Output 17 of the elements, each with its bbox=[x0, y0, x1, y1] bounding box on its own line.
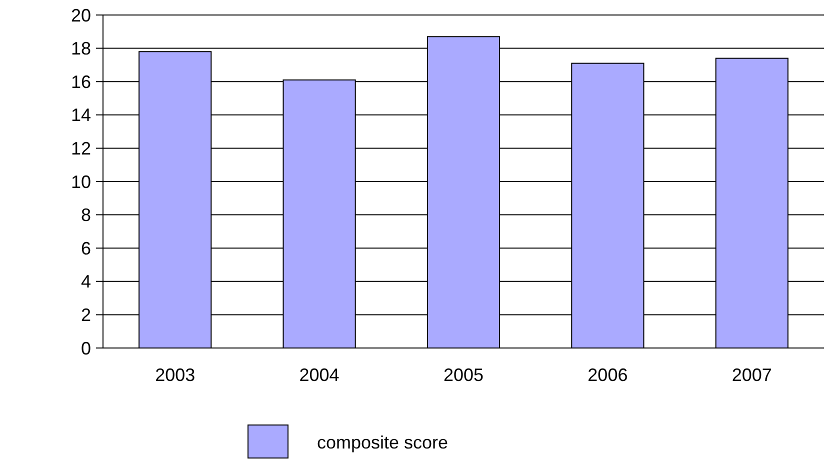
x-tick-label: 2004 bbox=[299, 365, 340, 385]
x-tick-label: 2003 bbox=[155, 365, 196, 385]
y-tick-label: 4 bbox=[80, 272, 91, 292]
x-tick-label: 2006 bbox=[588, 365, 628, 385]
y-tick-label: 12 bbox=[70, 138, 91, 158]
y-tick-label: 6 bbox=[80, 238, 91, 258]
y-tick-label: 10 bbox=[70, 172, 91, 192]
x-tick-label: 2005 bbox=[443, 365, 484, 385]
y-tick-label: 18 bbox=[70, 38, 91, 59]
y-tick-label: 8 bbox=[80, 205, 91, 226]
y-tick-label: 2 bbox=[80, 305, 91, 325]
legend-label: composite score bbox=[317, 432, 448, 452]
y-tick-label: 14 bbox=[70, 105, 91, 126]
x-tick-label: 2007 bbox=[732, 365, 772, 385]
y-tick-label: 16 bbox=[70, 72, 91, 92]
y-tick-label: 20 bbox=[70, 5, 91, 26]
y-tick-label: 0 bbox=[80, 338, 91, 358]
